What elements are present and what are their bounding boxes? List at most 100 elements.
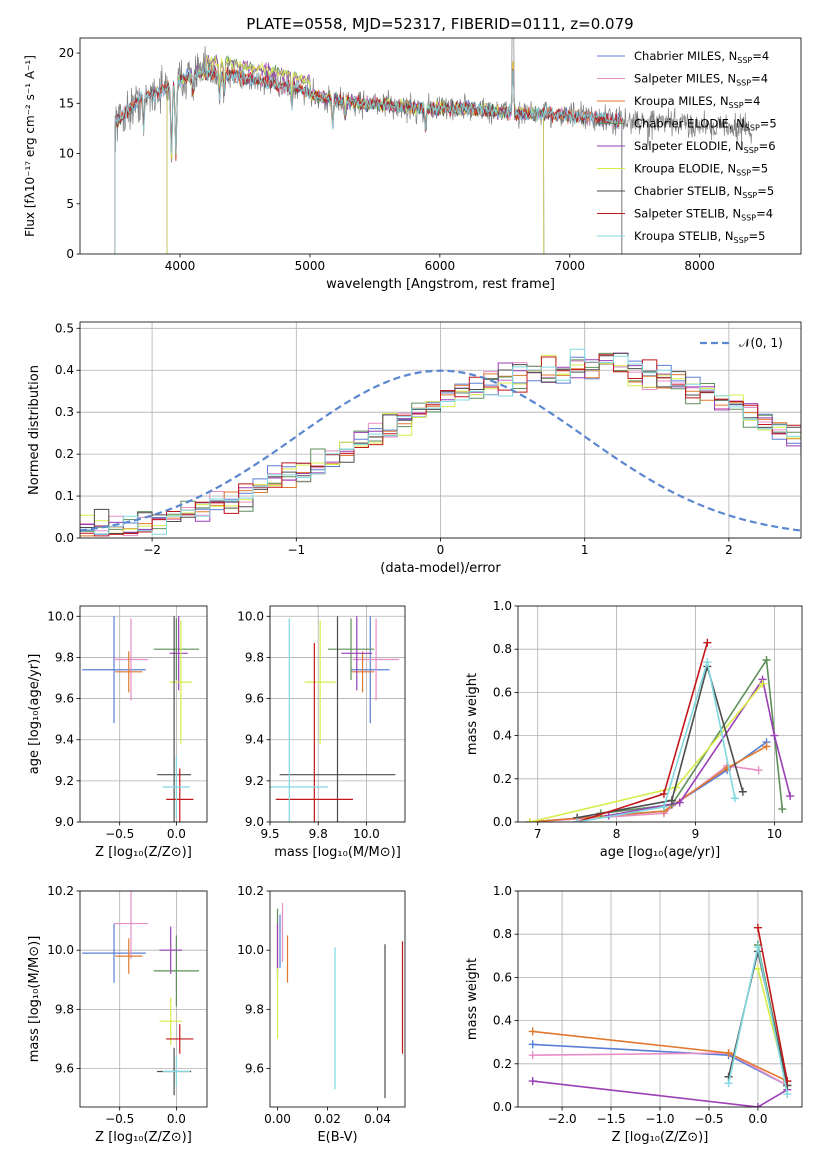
x-tick-label: 8000 (684, 259, 715, 273)
x-tick-label: 7000 (554, 259, 585, 273)
axes-frame (269, 890, 406, 1108)
weight-marker (753, 923, 762, 932)
y-tick-label: 9.8 (55, 650, 74, 664)
y-tick-label: 0.0 (493, 1100, 512, 1114)
errorbar-point-salpeter-miles (352, 618, 400, 701)
axes-frame (79, 890, 208, 1108)
axes-frame (517, 605, 803, 823)
plot-area-mass_vs_Z (82, 891, 200, 1096)
errorbar-point-kroupa-stelib (270, 618, 328, 822)
y-tick-label: 9.8 (245, 1002, 264, 1016)
weight-marker (738, 787, 747, 796)
x-tick-label: 0.04 (364, 1112, 391, 1126)
x-tick-label: 0.00 (264, 1112, 291, 1126)
weight-marker (753, 1103, 762, 1107)
x-tick-label: 0 (437, 543, 445, 557)
errorbar-point-chabrier-stelib (279, 616, 396, 822)
errorbar-point-kroupa-elodie (304, 620, 336, 744)
errorbar-point-salpeter-stelib (166, 1024, 194, 1054)
x-axis-label: (data-model)/error (380, 561, 501, 576)
x-tick-label: 6000 (425, 259, 456, 273)
histogram-salpeter-stelib (80, 354, 801, 538)
legend-label: Salpeter ELODIE, NSSP=6 (634, 139, 776, 155)
errorbar-point-salpeter-elodie (341, 616, 373, 691)
weight-marker (783, 1090, 792, 1099)
y-tick-label: 10.0 (47, 943, 74, 957)
x-tick-label: 1 (581, 543, 589, 557)
y-tick-label: 9.2 (55, 774, 74, 788)
errorbar-point-kroupa-miles (115, 938, 143, 974)
weight-marker (703, 658, 712, 667)
model-spectrum-kroupa-stelib (114, 65, 623, 254)
weight-marker (667, 796, 676, 805)
weight-marker (528, 1027, 537, 1036)
y-tick-label: 0 (66, 247, 74, 261)
weight-marker (724, 1079, 733, 1088)
plot-area-mass_vs_ebv (276, 902, 404, 1099)
x-axis-label: Z [log₁₀(Z/Z⊙)] (95, 1130, 192, 1145)
y-tick-label: 0.4 (493, 1014, 512, 1028)
y-tick-label: 10 (59, 147, 74, 161)
y-tick-label: 10.0 (47, 609, 74, 623)
y-tick-label: 1.0 (493, 599, 512, 613)
y-tick-label: 0.6 (493, 970, 512, 984)
weight-marker (754, 766, 763, 775)
weight-marker (528, 1051, 537, 1060)
y-tick-label: 9.0 (55, 815, 74, 829)
weight-line (532, 1080, 788, 1107)
axes-frame (269, 605, 406, 823)
weight-line (757, 927, 789, 1082)
y-axis-label: mass weight (465, 958, 480, 1040)
x-tick-label: 0.02 (314, 1112, 341, 1126)
weight-marker (659, 789, 668, 798)
panel-weight_vs_Z: −2.0 −1.5 −1.0 −0.5 0.0 0.0 0.2 0.4 0.6 0.8 1.0 Z [… (465, 884, 803, 1145)
axes-frame (79, 321, 802, 539)
y-tick-label: 0.4 (55, 363, 74, 377)
x-axis-label: mass [log₁₀(M/M⊙)] (274, 845, 401, 860)
legend-label: Kroupa MILES, NSSP=4 (634, 94, 760, 110)
axes-frame (79, 37, 802, 255)
y-tick-label: 10.2 (47, 884, 74, 898)
histogram-chabrier-stelib (80, 352, 801, 538)
y-tick-label: 0.2 (493, 772, 512, 786)
plot-area-weight_vs_Z (528, 923, 792, 1107)
errorbar-point-kroupa-miles (351, 651, 375, 693)
x-tick-label: −2 (143, 543, 161, 557)
weight-marker (723, 764, 732, 772)
x-tick-label: 2 (725, 543, 733, 557)
y-tick-label: 10.0 (237, 609, 264, 623)
y-tick-label: 9.2 (245, 774, 264, 788)
errorbar-point-chabrier-miles (82, 616, 146, 724)
plot-area-weight_vs_age (525, 638, 795, 822)
panel-age_vs_mass: 9.5 9.8 10.0 9.0 9.2 9.4 9.6 9.8 10.0 mass [log₁₀… (237, 605, 406, 860)
weight-marker (770, 731, 779, 740)
weight-line (577, 663, 744, 819)
x-axis-label: Z [log₁₀(Z/Z⊙)] (95, 845, 192, 860)
legend-label: Kroupa STELIB, NSSP=5 (634, 229, 765, 245)
axes-frame (517, 890, 803, 1108)
errorbar-point-salpeter-stelib (166, 768, 194, 822)
panel-mass_vs_Z: −0.5 0.0 9.6 9.8 10.0 10.2 Z [log₁₀(Z/Z⊙)] mass… (27, 884, 208, 1145)
y-axis-label: age [log₁₀(age/yr)] (27, 654, 42, 775)
y-axis-label: mass [log₁₀(M/M⊙)] (27, 936, 42, 1063)
weight-marker (573, 818, 582, 822)
errorbar-point-chabrier-miles (82, 923, 146, 983)
x-tick-label: −1 (287, 543, 305, 557)
y-tick-label: 9.4 (245, 733, 264, 747)
x-axis-label: Z [log₁₀(Z/Z⊙)] (612, 1130, 709, 1145)
axes-frame (79, 605, 208, 823)
y-tick-label: 20 (59, 46, 74, 60)
legend-residuals: 𝒩(0, 1) (700, 336, 783, 350)
legend-label: Kroupa ELODIE, NSSP=5 (634, 162, 768, 178)
plot-area-age_vs_mass (270, 616, 400, 822)
y-tick-label: 9.0 (245, 815, 264, 829)
weight-marker (730, 794, 739, 803)
y-tick-label: 0.5 (55, 321, 74, 335)
y-tick-label: 0.8 (493, 642, 512, 656)
y-tick-label: 9.6 (55, 1062, 74, 1076)
normal-curve (80, 369, 801, 532)
x-tick-label: 10.0 (353, 827, 380, 841)
weight-line (529, 745, 767, 822)
errorbar-point-salpeter-elodie (169, 616, 188, 691)
